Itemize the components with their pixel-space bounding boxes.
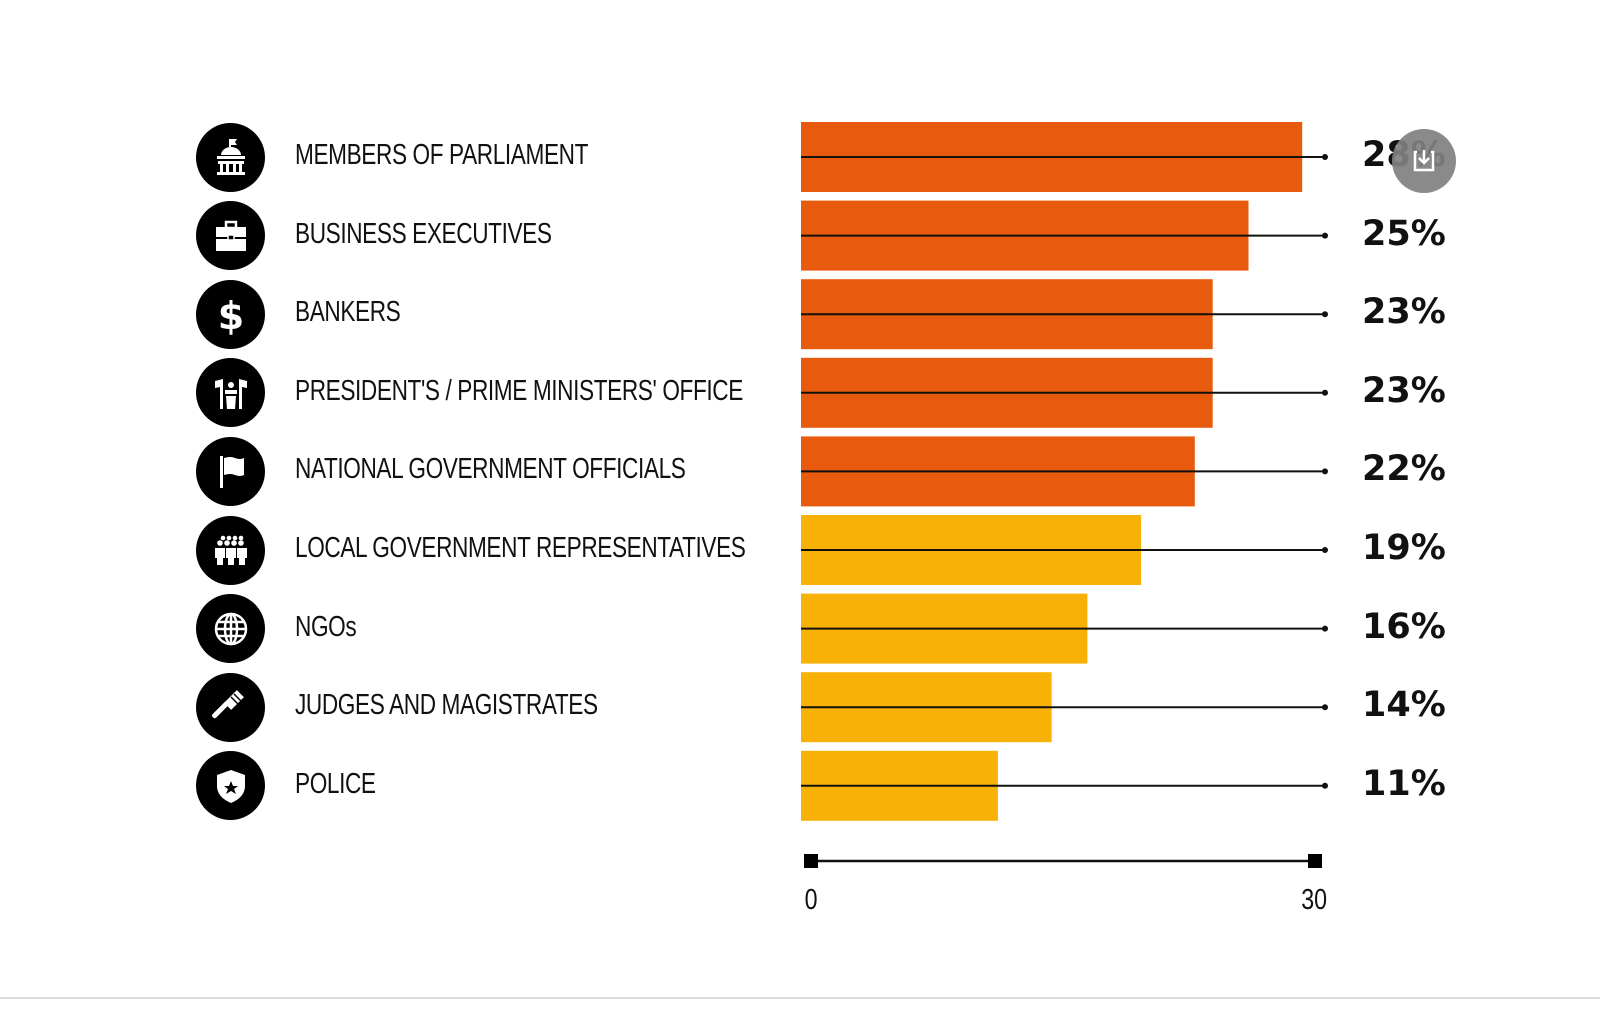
group-people-icon — [196, 515, 265, 585]
police-badge-icon — [196, 751, 265, 821]
leader-dot-5 — [1322, 547, 1328, 553]
gavel-icon — [196, 672, 265, 742]
value-label-2: 23% — [1362, 292, 1446, 333]
flag-icon — [196, 436, 265, 506]
leader-dot-3 — [1322, 389, 1328, 396]
globe-icon — [196, 594, 265, 664]
category-label-3: PRESIDENT'S / PRIME MINISTERS' OFFICE — [295, 374, 743, 407]
value-label-7: 14% — [1362, 685, 1446, 726]
bottom-divider — [0, 997, 1600, 999]
svg-text:$: $ — [217, 294, 243, 336]
value-label-3: 23% — [1362, 370, 1446, 411]
value-label-5: 19% — [1362, 528, 1446, 568]
category-label-0: MEMBERS OF PARLIAMENT — [295, 139, 589, 171]
leader-dot-2 — [1322, 311, 1328, 318]
download-icon — [1413, 150, 1435, 172]
category-label-5: LOCAL GOVERNMENT REPRESENTATIVES — [295, 532, 746, 564]
briefcase-icon — [196, 201, 265, 271]
download-button[interactable] — [1392, 129, 1456, 193]
leader-dot-0 — [1322, 154, 1328, 160]
podium-flags-icon — [196, 358, 265, 428]
dollar-icon: $ — [196, 279, 265, 349]
category-label-8: POLICE — [295, 767, 376, 800]
leader-dot-6 — [1322, 625, 1328, 632]
value-label-6: 16% — [1362, 606, 1446, 647]
x-axis-start-cap — [804, 854, 818, 868]
category-label-6: NGOs — [295, 610, 357, 643]
category-label-1: BUSINESS EXECUTIVES — [295, 217, 552, 250]
x-axis-end-cap — [1308, 854, 1322, 868]
value-label-4: 22% — [1362, 449, 1446, 490]
value-label-1: 25% — [1362, 213, 1446, 254]
category-label-2: BANKERS — [295, 296, 401, 329]
leader-dot-1 — [1322, 232, 1328, 239]
category-label-4: NATIONAL GOVERNMENT OFFICIALS — [295, 453, 686, 486]
leader-dot-4 — [1322, 468, 1328, 475]
parliament-building-icon — [196, 122, 265, 192]
category-label-7: JUDGES AND MAGISTRATES — [295, 689, 598, 722]
leader-dot-7 — [1322, 704, 1328, 711]
leader-dot-8 — [1322, 782, 1328, 789]
value-label-8: 11% — [1362, 763, 1446, 804]
x-tick-label-30: 30 — [1301, 884, 1328, 916]
x-tick-label-0: 0 — [804, 884, 818, 916]
